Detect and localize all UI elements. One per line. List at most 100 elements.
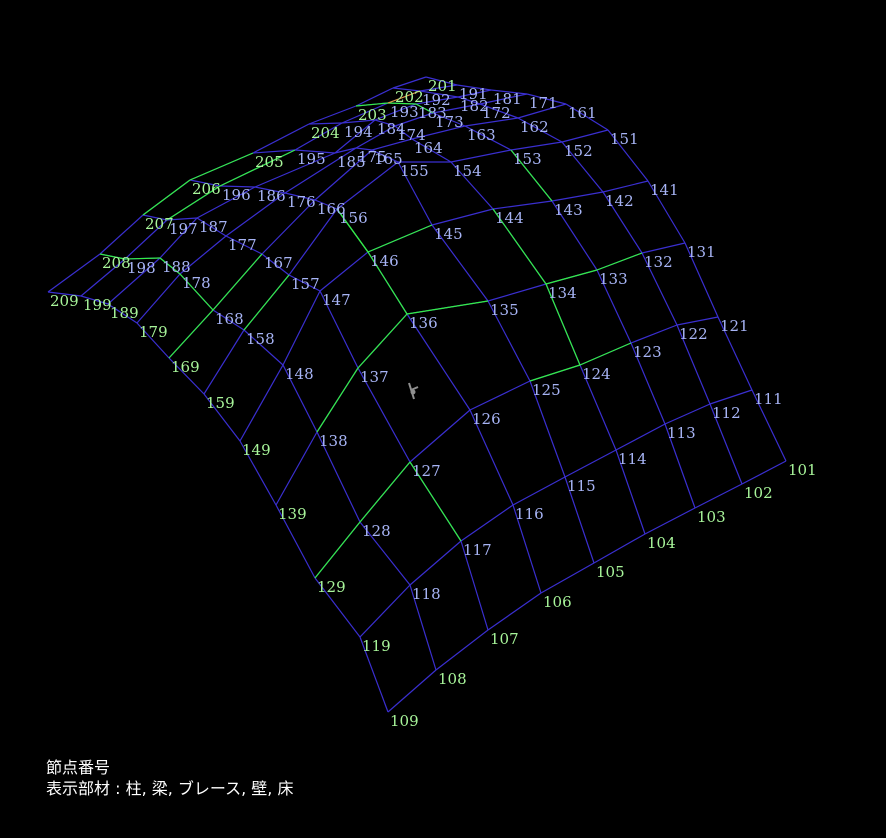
node-label: 136: [409, 314, 438, 332]
highlighted-member: [510, 149, 553, 202]
node-label: 166: [317, 200, 346, 218]
node-label: 118: [412, 585, 441, 603]
mesh-member: [751, 389, 787, 462]
mesh-member: [435, 629, 489, 671]
mesh-member: [387, 669, 437, 713]
node-label: 137: [360, 368, 389, 386]
mesh-member: [282, 290, 321, 366]
mesh-member: [419, 84, 458, 92]
mesh-member: [684, 242, 719, 318]
highlighted-member: [409, 461, 462, 542]
highlighted-member: [168, 309, 214, 359]
mesh-member: [284, 147, 357, 194]
mesh-member: [319, 251, 369, 292]
axis-marker-icon: [408, 382, 419, 400]
node-label: 112: [712, 404, 741, 422]
mesh-member: [709, 403, 743, 485]
node-label: 138: [319, 432, 348, 450]
node-label: 129: [317, 578, 346, 596]
mesh-member: [159, 217, 198, 259]
node-label: 141: [650, 181, 679, 199]
node-label: 184: [377, 120, 406, 138]
node-label: 102: [744, 484, 773, 502]
mesh-member: [359, 584, 411, 638]
mesh-member: [602, 180, 649, 193]
mesh-member: [457, 89, 492, 98]
mesh-member: [355, 87, 394, 107]
mesh-member: [371, 149, 399, 163]
mesh-member: [282, 364, 318, 433]
mesh-member: [136, 273, 181, 324]
mesh-member: [415, 96, 459, 105]
mesh-member: [334, 119, 376, 154]
mesh-member: [565, 103, 609, 131]
mesh-member: [564, 449, 617, 478]
node-label: 182: [460, 97, 489, 115]
mesh-member: [359, 521, 411, 586]
highlighted-member: [219, 149, 296, 187]
node-label: 181: [493, 90, 522, 108]
node-label: 126: [472, 410, 501, 428]
node-label: 206: [192, 180, 221, 198]
mesh-member: [203, 329, 245, 395]
node-label: 209: [50, 292, 79, 310]
mesh-member: [409, 584, 437, 671]
mesh-member: [316, 431, 361, 523]
highlighted-member: [212, 253, 263, 311]
mesh-member: [334, 147, 357, 154]
mesh-member: [419, 90, 459, 98]
node-label: 123: [633, 343, 662, 361]
node-label: 203: [358, 106, 387, 124]
mesh-member: [641, 242, 686, 254]
node-label: 144: [495, 209, 524, 227]
node-label: 162: [520, 118, 549, 136]
node-label: 132: [644, 253, 673, 271]
view-caption: 節点番号 表示部材 : 柱, 梁, ブレース, 壁, 床: [46, 757, 293, 799]
mesh-member: [254, 186, 286, 194]
highlighted-member: [159, 257, 181, 275]
node-label: 111: [754, 390, 783, 408]
mesh-member: [487, 300, 531, 382]
highlighted-member: [415, 103, 434, 114]
mesh-member: [394, 125, 413, 140]
highlighted-member: [492, 208, 547, 285]
mesh-member: [261, 199, 316, 255]
mesh-member: [487, 283, 547, 302]
node-label: 154: [453, 162, 482, 180]
node-label: 147: [322, 291, 351, 309]
mesh-member: [510, 141, 563, 151]
highlighted-member: [359, 461, 411, 523]
mesh-member: [512, 504, 542, 594]
node-label: 164: [414, 139, 443, 157]
mesh-member: [431, 224, 489, 302]
mesh-member: [409, 409, 471, 463]
node-label: 199: [83, 296, 112, 314]
mesh-member: [308, 122, 343, 125]
mesh-member: [314, 577, 361, 638]
highlighted-member: [545, 269, 598, 285]
mesh-member: [460, 540, 489, 631]
node-label: 133: [599, 270, 628, 288]
mesh-member: [168, 357, 205, 395]
node-label: 104: [647, 534, 676, 552]
highlighted-member: [357, 313, 408, 369]
highlighted-member: [166, 185, 221, 221]
node-label: 179: [139, 323, 168, 341]
node-label: 178: [182, 274, 211, 292]
highlighted-member: [596, 252, 643, 271]
mesh-member: [136, 322, 170, 359]
mesh-member: [166, 217, 198, 221]
mesh-member: [294, 149, 336, 154]
mesh-member: [294, 122, 343, 151]
node-label: 114: [618, 450, 647, 468]
highlighted-member: [545, 283, 581, 366]
node-label: 173: [435, 113, 464, 131]
mesh-member: [142, 214, 168, 221]
mesh-member: [450, 161, 494, 210]
mesh-member: [561, 141, 604, 193]
mesh-member: [512, 476, 566, 506]
mesh-member: [225, 192, 286, 237]
highlighted-member: [142, 179, 191, 216]
node-label: 157: [291, 275, 320, 293]
